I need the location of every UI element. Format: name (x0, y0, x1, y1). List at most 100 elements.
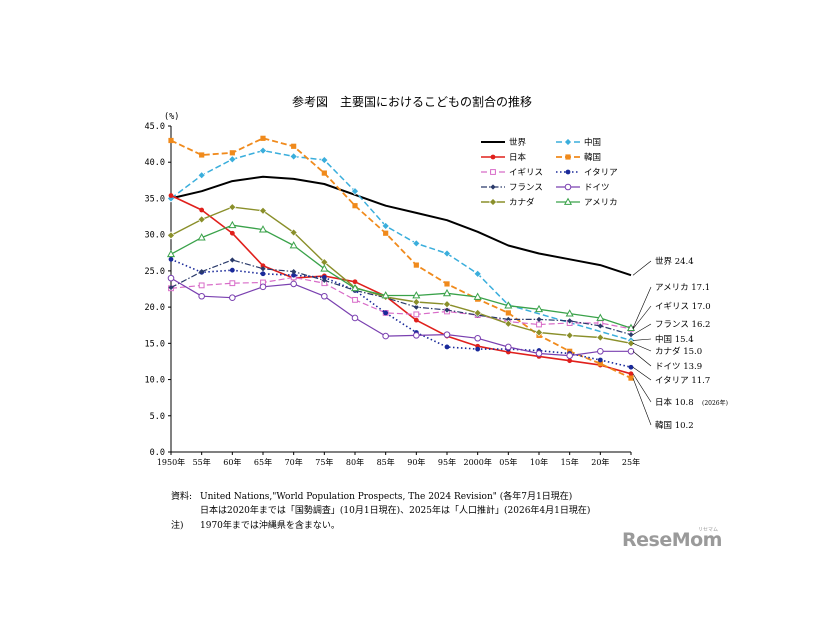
data-point-france (505, 316, 511, 323)
series-line-uk (170, 276, 632, 330)
data-point-italy (475, 346, 481, 352)
note-line: 1970年までは沖縄県を含まない。 (200, 521, 340, 531)
data-point-france (168, 284, 174, 291)
data-point-canada (289, 228, 298, 237)
data-point-germany (627, 348, 635, 355)
data-point-germany (229, 294, 236, 301)
data-point-usa (473, 292, 482, 300)
y-tick-label: 15.0 (145, 339, 165, 349)
data-point-usa (504, 301, 513, 309)
data-point-japan (628, 371, 634, 377)
data-point-china (197, 171, 206, 180)
x-tick-label: 05年 (499, 457, 517, 467)
y-unit-label: (%) (164, 112, 179, 122)
data-point-canada (504, 319, 513, 328)
data-point-germany (413, 332, 420, 339)
leader-line-china (632, 338, 652, 341)
x-tick-label: 55年 (193, 457, 211, 467)
data-point-china (259, 146, 267, 155)
source-line-2: 日本は2020年までは「国勢調査」(10月1日現在)、2025年は「人口推計」(… (200, 506, 591, 516)
data-point-germany (259, 283, 267, 291)
data-point-japan (567, 358, 573, 364)
legend-label-italy: イタリア (584, 168, 618, 178)
x-tick-label: 70年 (285, 457, 303, 467)
data-point-italy (229, 267, 235, 273)
chart-title: 参考図 主要国におけるこどもの割合の推移 (292, 94, 532, 109)
series-line-korea (170, 137, 632, 379)
data-point-germany (321, 292, 328, 300)
data-point-germany (535, 350, 543, 357)
data-point-germany (351, 314, 359, 322)
data-point-germany (198, 292, 205, 300)
series-line-world (170, 175, 632, 277)
data-point-italy (168, 256, 174, 262)
legend-marker-uk (490, 169, 496, 175)
y-tick-label: 30.0 (145, 231, 165, 241)
series-line-germany (170, 277, 631, 357)
data-point-korea (229, 150, 235, 156)
legend-marker-usa (563, 197, 573, 205)
leader-line-france (632, 323, 652, 335)
end-label-germany: ドイツ 13.9 (655, 362, 702, 372)
data-point-japan (352, 279, 358, 285)
end-label-france: フランス 16.2 (655, 320, 710, 330)
data-point-italy (597, 357, 603, 363)
data-point-germany (505, 343, 512, 351)
legend-label-japan: 日本 (509, 152, 527, 163)
data-point-france (321, 277, 327, 283)
legend-label-france: フランス (509, 183, 543, 193)
data-point-canada (596, 333, 605, 342)
data-point-korea (291, 143, 297, 149)
x-tick-label: 60年 (223, 457, 241, 467)
note-label: 注) (171, 521, 184, 531)
data-point-germany (382, 332, 389, 340)
y-tick-label: 20.0 (145, 303, 165, 313)
series-line-france (170, 259, 632, 336)
legend-label-canada: カナダ (509, 197, 535, 208)
x-tick-label: 20年 (591, 457, 609, 467)
data-point-france (567, 318, 573, 324)
legend-label-germany: ドイツ (584, 183, 610, 193)
data-point-korea (444, 281, 450, 287)
data-point-korea (321, 170, 327, 176)
data-point-japan (199, 207, 205, 213)
y-tick-label: 5.0 (150, 412, 165, 422)
data-point-italy (260, 271, 266, 277)
data-point-china (412, 239, 421, 248)
data-point-germany (167, 274, 175, 282)
data-point-japan (260, 263, 266, 269)
y-tick-label: 35.0 (145, 194, 165, 204)
end-label-japan: 日本 10.8 (655, 397, 694, 408)
data-point-canada (228, 203, 237, 212)
data-point-korea (199, 152, 205, 158)
data-point-france (628, 332, 634, 338)
data-point-korea (413, 262, 419, 268)
source-line-1: United Nations,"World Population Prospec… (200, 492, 573, 502)
data-point-china (473, 269, 482, 278)
watermark-sub: リセマム (698, 527, 719, 533)
data-point-uk (352, 296, 358, 303)
data-point-germany (597, 348, 604, 355)
data-point-usa (320, 264, 329, 272)
data-point-japan (229, 230, 235, 236)
data-point-korea (260, 135, 266, 141)
data-point-usa (228, 220, 237, 229)
data-point-usa (412, 291, 421, 299)
leader-line-world (632, 260, 652, 276)
x-tick-label: 80年 (346, 457, 364, 467)
data-point-usa (534, 304, 544, 313)
end-label-world: 世界 24.4 (655, 256, 694, 267)
data-point-france (597, 323, 603, 329)
data-point-canada (443, 300, 451, 309)
y-tick-label: 45.0 (145, 122, 165, 132)
leader-line-canada (632, 343, 652, 352)
data-point-china (443, 249, 451, 258)
data-point-germany (290, 280, 297, 288)
data-point-italy (291, 272, 297, 278)
legend-label-korea: 韓国 (584, 152, 601, 163)
data-point-italy (321, 275, 327, 280)
x-tick-label: 90年 (407, 457, 425, 467)
source-label: 資料: (171, 492, 193, 502)
data-point-china (289, 152, 298, 161)
